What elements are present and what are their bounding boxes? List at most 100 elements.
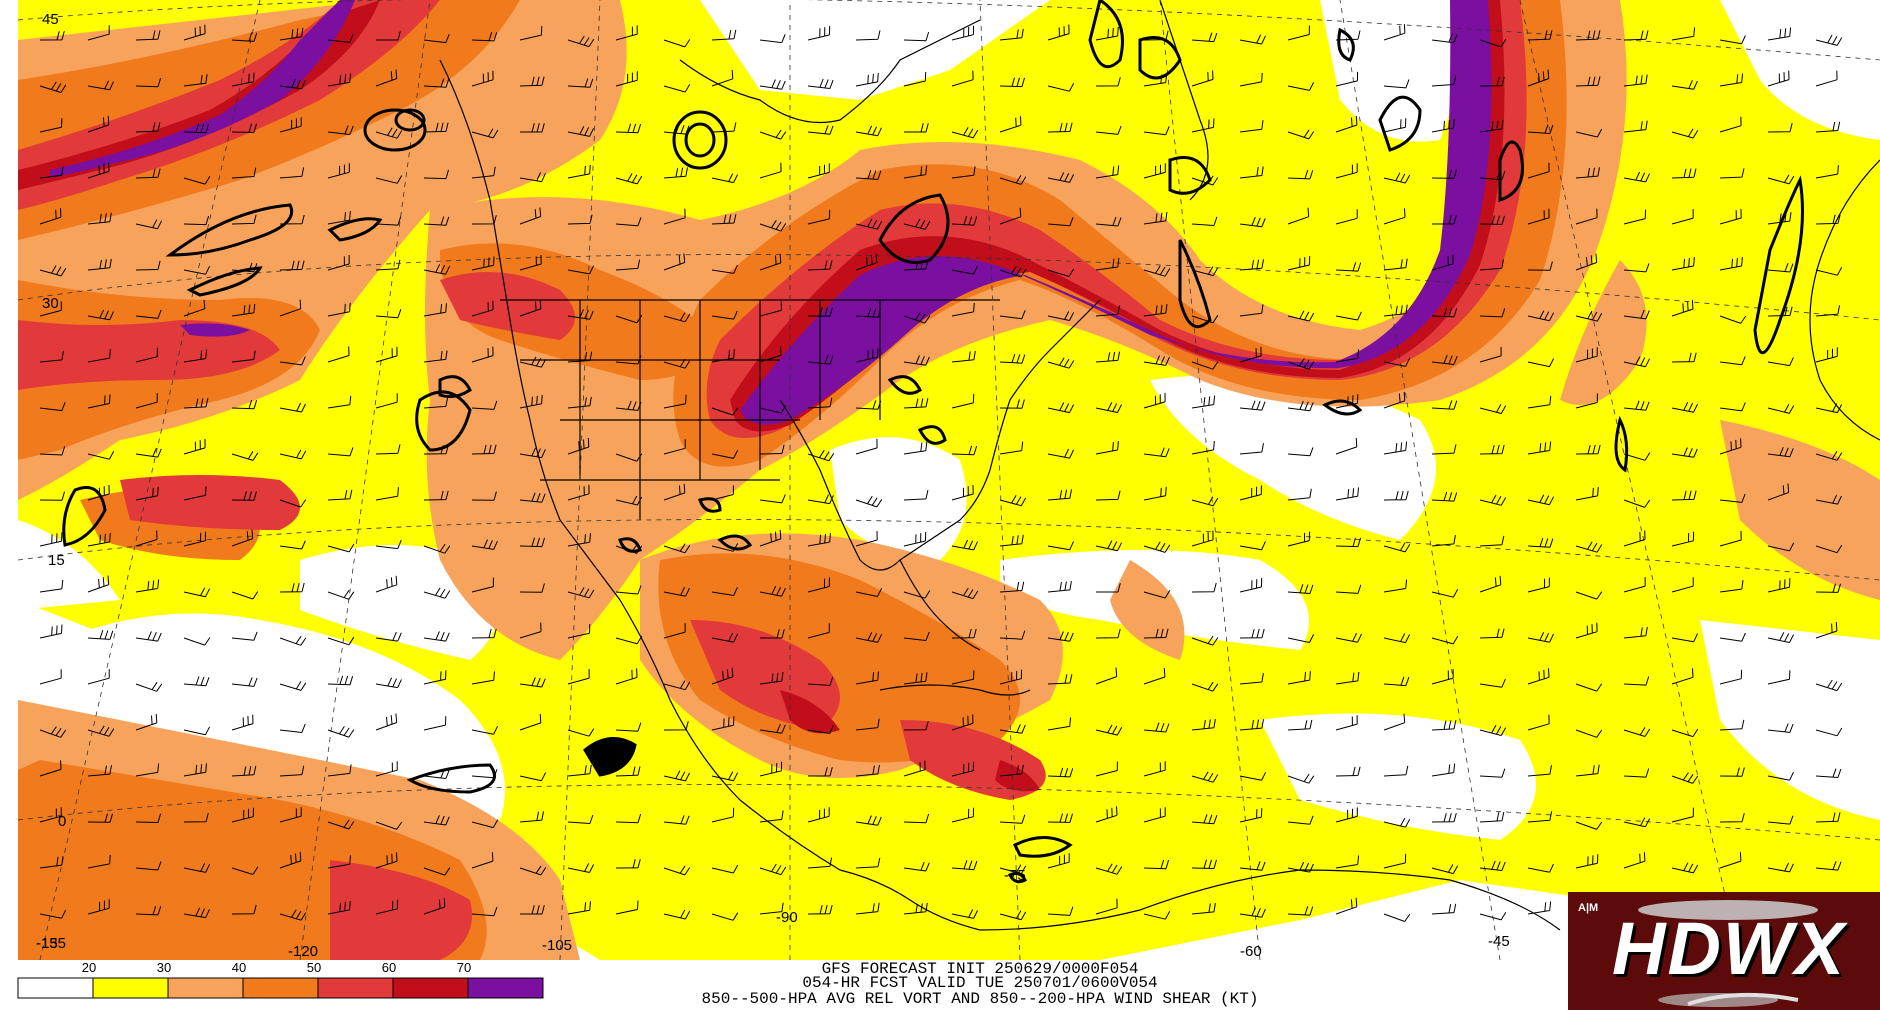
wind-barb [183,397,209,409]
wind-barb [759,585,786,597]
wind-barb [279,582,305,593]
wind-barb [375,127,403,139]
wind-barb [279,909,307,921]
wind-barb [567,265,594,275]
wind-barb [1287,447,1314,457]
wind-barb [663,770,691,782]
wind-barb [1431,534,1456,547]
wind-barb [951,587,979,600]
wind-barb [1479,811,1505,823]
wind-barb [1287,719,1313,731]
wind-barb [519,772,547,782]
wind-barb [1767,632,1795,643]
wind-barb [1143,355,1170,366]
wind-barb [807,807,830,823]
wind-barb [1575,854,1599,869]
wind-barb [567,309,594,320]
wind-barb [1143,304,1168,317]
wind-barb [87,532,111,547]
wind-barb [615,355,642,365]
wind-barb [711,864,739,874]
wind-barb [807,397,833,409]
wind-barb [1623,727,1651,737]
wind-barb [1479,404,1507,414]
wind-barb [855,348,879,363]
wind-barb [1623,626,1648,639]
wind-barb [183,726,211,736]
wind-barb [615,766,641,777]
wind-barb [375,346,398,363]
wind-barb [39,446,66,456]
wind-barb [327,819,355,830]
wind-barb [1383,913,1411,922]
wind-barb [1575,167,1600,179]
wind-barb [1239,577,1263,593]
wind-barb [999,669,1022,685]
wind-barb [1623,676,1650,686]
wind-barb [1431,589,1459,598]
wind-barb [1335,262,1362,272]
wind-barb [999,495,1027,507]
wind-barb [39,491,65,501]
wind-barb [1431,763,1456,777]
wind-barb [135,122,161,133]
wind-barb [1287,129,1315,140]
colorbar-tick-label: 70 [457,960,471,975]
wind-barb [663,312,691,323]
wind-barb [1191,681,1219,692]
wind-barb [903,489,929,501]
wind-barb [423,897,446,915]
wind-barb [375,677,402,689]
wind-barb [760,629,785,639]
wind-barb [1047,448,1074,459]
wind-barb [1239,304,1264,317]
wind-barb [807,209,831,225]
wind-barb [135,486,159,501]
wind-barb [807,494,834,505]
wind-barb [1335,855,1360,869]
wind-barb [759,404,787,414]
wind-barb [1527,631,1554,643]
wind-barb [759,672,784,685]
wind-barb [231,214,257,225]
wind-barb [567,814,594,824]
wind-barb [999,116,1022,133]
wind-barb [999,28,1024,41]
wind-barb [1575,486,1599,501]
wind-barb [231,591,259,600]
wind-barb [663,84,691,93]
wind-barb [807,25,831,41]
wind-barb [1095,165,1120,179]
wind-barb [711,771,739,782]
graticule [17,0,1880,961]
wind-barb [711,632,738,643]
wind-barb [375,821,403,830]
wind-barb [519,583,545,593]
wind-barb [1047,853,1070,869]
wind-barb [423,397,449,409]
wind-barb [567,669,590,685]
wind-barb [1287,584,1314,594]
wind-barb [1143,911,1171,920]
wind-barb [1719,438,1742,455]
wind-barb [87,258,112,271]
wind-barb [87,349,111,363]
wind-barb [375,713,398,731]
wind-barb [1047,906,1074,916]
wind-barb [903,531,927,547]
wind-barb [759,723,786,734]
wind-barb [231,866,259,875]
wind-barb [135,905,162,916]
wind-barb [1815,70,1838,87]
wind-barb [711,716,735,731]
wind-barb [1527,714,1550,731]
wind-barb [279,765,305,777]
wind-barb [87,669,110,685]
lon-label-minus-45: -45 [1488,933,1510,950]
wind-barb [231,529,254,547]
wind-barb [1575,310,1603,322]
wind-barb [471,671,495,685]
wind-barb [1815,544,1843,554]
wind-barb [39,265,67,277]
wind-barb [1191,814,1218,825]
